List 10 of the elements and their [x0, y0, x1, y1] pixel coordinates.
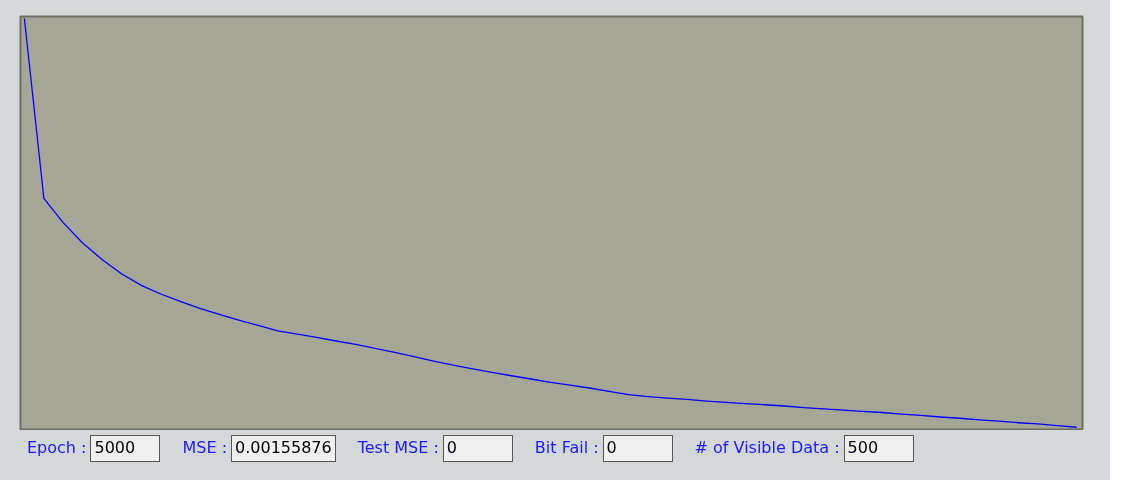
- text: MSE :: [182, 438, 228, 457]
- text: 5000: [90, 435, 161, 462]
- text: Test MSE :: [357, 438, 439, 457]
- text: 500: [843, 435, 914, 462]
- text: Epoch :: [27, 438, 87, 457]
- text: 0.00155876: [231, 435, 336, 462]
- text: # of Visible Data :: [694, 438, 840, 457]
- text: 0: [442, 435, 513, 462]
- text: 0: [602, 435, 673, 462]
- text: Bit Fail :: [534, 438, 599, 457]
